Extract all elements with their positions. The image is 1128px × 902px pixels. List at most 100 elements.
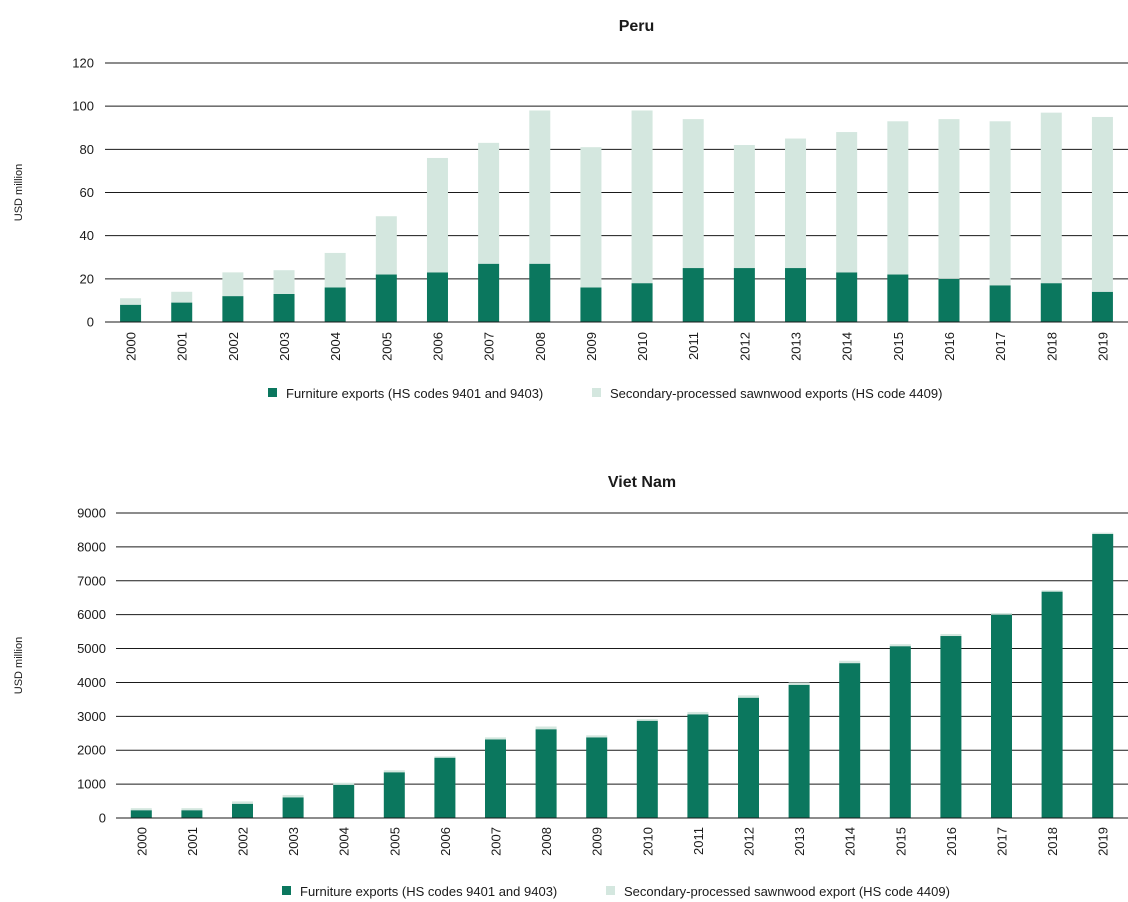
viet-nam-x-tick-label: 2004 bbox=[337, 827, 352, 856]
peru-bar-furniture-2000 bbox=[120, 304, 142, 322]
viet-nam-y-tick-label: 4000 bbox=[77, 675, 106, 690]
viet-nam-bar-sawnwood-2011 bbox=[687, 711, 709, 715]
peru-bar-sawnwood-2006 bbox=[426, 157, 448, 273]
peru-bar-sawnwood-2004 bbox=[324, 252, 346, 288]
peru-bar-furniture-2015 bbox=[887, 274, 909, 322]
viet-nam-legend-label-sawnwood: Secondary-processed sawnwood export (HS … bbox=[624, 884, 950, 899]
viet-nam-bar-furniture-2016 bbox=[940, 636, 962, 818]
peru-bar-furniture-2003 bbox=[273, 293, 295, 322]
peru-bar-sawnwood-2003 bbox=[273, 270, 295, 294]
viet-nam-bar-sawnwood-2016 bbox=[940, 633, 962, 637]
peru-bar-sawnwood-2002 bbox=[222, 272, 244, 297]
peru-legend-swatch-furniture bbox=[268, 388, 277, 397]
peru-bar-furniture-2018 bbox=[1040, 283, 1062, 322]
peru-bar-sawnwood-2007 bbox=[478, 142, 500, 264]
peru-x-tick-label: 2015 bbox=[891, 332, 906, 361]
viet-nam-x-tick-label: 2007 bbox=[489, 827, 504, 856]
viet-nam-bar-furniture-2003 bbox=[282, 797, 304, 818]
viet-nam-bar-furniture-2008 bbox=[535, 729, 557, 818]
viet-nam-x-tick-label: 2014 bbox=[843, 827, 858, 856]
peru-bar-furniture-2006 bbox=[426, 272, 448, 322]
viet-nam-x-tick-label: 2017 bbox=[995, 827, 1010, 856]
peru-bar-furniture-2011 bbox=[682, 268, 704, 322]
peru-x-tick-label: 2010 bbox=[635, 332, 650, 361]
peru-y-axis-label: USD million bbox=[13, 164, 25, 221]
viet-nam-x-tick-label: 2015 bbox=[893, 827, 908, 856]
peru-x-tick-label: 2016 bbox=[942, 332, 957, 361]
viet-nam-bar-sawnwood-2003 bbox=[282, 794, 304, 798]
viet-nam-y-tick-label: 8000 bbox=[77, 539, 106, 554]
viet-nam-y-tick-label: 2000 bbox=[77, 743, 106, 758]
viet-nam-y-tick-label: 5000 bbox=[77, 641, 106, 656]
peru-y-tick-label: 60 bbox=[80, 185, 94, 200]
viet-nam-bar-sawnwood-2007 bbox=[485, 737, 506, 740]
viet-nam-bar-furniture-2015 bbox=[889, 646, 911, 818]
viet-nam-bar-furniture-2017 bbox=[991, 614, 1012, 818]
viet-nam-bar-furniture-2012 bbox=[738, 697, 759, 818]
viet-nam-x-tick-label: 2006 bbox=[438, 827, 453, 856]
viet-nam-legend-label-furniture: Furniture exports (HS codes 9401 and 940… bbox=[300, 884, 557, 899]
peru-y-tick-label: 120 bbox=[72, 56, 94, 71]
peru-x-tick-label: 2008 bbox=[533, 332, 548, 361]
peru-x-tick-label: 2019 bbox=[1095, 332, 1110, 361]
viet-nam-chart-title: Viet Nam bbox=[608, 474, 676, 491]
peru-y-tick-label: 0 bbox=[87, 315, 94, 330]
peru-x-tick-label: 2002 bbox=[226, 332, 241, 361]
peru-x-tick-label: 2017 bbox=[993, 332, 1008, 361]
viet-nam-bar-sawnwood-2012 bbox=[738, 695, 759, 698]
viet-nam-bar-furniture-2001 bbox=[181, 810, 203, 818]
peru-bar-sawnwood-2001 bbox=[171, 291, 193, 303]
peru-bar-sawnwood-2009 bbox=[580, 147, 602, 288]
viet-nam-x-tick-label: 2000 bbox=[134, 827, 149, 856]
peru-x-tick-label: 2018 bbox=[1044, 332, 1059, 361]
peru-x-tick-label: 2014 bbox=[840, 332, 855, 361]
peru-x-tick-label: 2006 bbox=[430, 332, 445, 361]
viet-nam-legend-swatch-sawnwood bbox=[606, 886, 615, 895]
viet-nam-x-tick-label: 2019 bbox=[1096, 827, 1111, 856]
viet-nam-bar-furniture-2004 bbox=[333, 784, 355, 818]
viet-nam-x-tick-label: 2009 bbox=[590, 827, 605, 856]
peru-x-tick-label: 2003 bbox=[277, 332, 292, 361]
viet-nam-x-tick-label: 2011 bbox=[691, 827, 706, 855]
peru-bar-sawnwood-2005 bbox=[375, 216, 397, 275]
viet-nam-y-axis-label: USD million bbox=[13, 637, 25, 694]
viet-nam-bar-sawnwood-2017 bbox=[991, 612, 1012, 615]
peru-y-tick-label: 20 bbox=[80, 271, 94, 286]
peru-bar-sawnwood-2018 bbox=[1040, 112, 1062, 284]
peru-legend-label-sawnwood: Secondary-processed sawnwood exports (HS… bbox=[610, 386, 942, 401]
peru-bar-furniture-2014 bbox=[836, 272, 858, 322]
peru-bar-furniture-2007 bbox=[478, 263, 500, 322]
viet-nam-bar-furniture-2006 bbox=[434, 757, 456, 818]
viet-nam-y-tick-label: 1000 bbox=[77, 777, 106, 792]
peru-bar-furniture-2008 bbox=[529, 263, 551, 322]
peru-legend-label-furniture: Furniture exports (HS codes 9401 and 940… bbox=[286, 386, 543, 401]
viet-nam-bar-sawnwood-2019 bbox=[1092, 532, 1114, 535]
peru-bar-sawnwood-2019 bbox=[1091, 116, 1113, 292]
peru-chart: Peru USD million 0 20 40 60 80 100 120 2000 2001 20… bbox=[13, 18, 1128, 401]
peru-bar-furniture-2004 bbox=[324, 287, 346, 322]
peru-y-tick-label: 80 bbox=[80, 142, 94, 157]
viet-nam-chart: Viet Nam USD million 0 1000 2000 3000 4000 5000… bbox=[13, 474, 1128, 899]
viet-nam-bar-sawnwood-2018 bbox=[1041, 590, 1063, 592]
viet-nam-bar-sawnwood-2000 bbox=[130, 808, 152, 811]
peru-legend-swatch-sawnwood bbox=[592, 388, 601, 397]
viet-nam-bar-sawnwood-2001 bbox=[181, 808, 203, 811]
peru-bar-furniture-2010 bbox=[631, 283, 653, 322]
viet-nam-y-tick-label: 0 bbox=[99, 811, 106, 826]
peru-bar-sawnwood-2017 bbox=[989, 121, 1011, 286]
viet-nam-x-tick-label: 2013 bbox=[792, 827, 807, 856]
peru-x-tick-label: 2013 bbox=[789, 332, 804, 361]
viet-nam-bar-furniture-2010 bbox=[636, 720, 658, 818]
viet-nam-bar-furniture-2019 bbox=[1092, 534, 1114, 818]
peru-x-tick-label: 2009 bbox=[584, 332, 599, 361]
viet-nam-x-tick-label: 2012 bbox=[742, 827, 757, 856]
viet-nam-bar-sawnwood-2006 bbox=[434, 756, 456, 758]
viet-nam-x-tick-label: 2010 bbox=[640, 827, 655, 856]
viet-nam-bar-sawnwood-2009 bbox=[586, 735, 608, 738]
viet-nam-bar-furniture-2013 bbox=[788, 684, 810, 818]
viet-nam-bar-furniture-2014 bbox=[839, 663, 861, 818]
peru-bar-furniture-2016 bbox=[938, 278, 960, 322]
viet-nam-bar-sawnwood-2005 bbox=[383, 770, 405, 773]
peru-x-tick-label: 2001 bbox=[175, 332, 190, 361]
